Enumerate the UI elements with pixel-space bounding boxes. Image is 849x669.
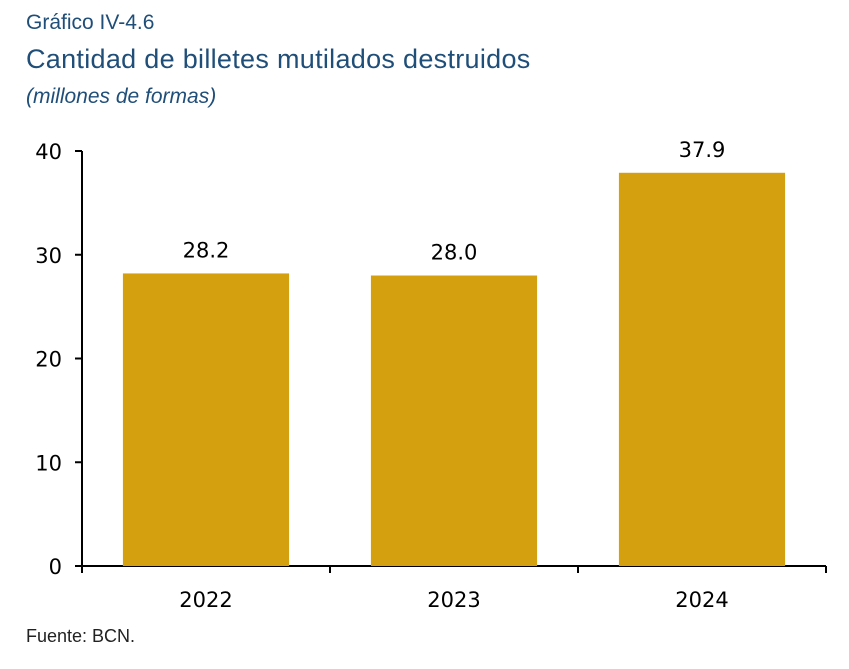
source-note: Fuente: BCN. bbox=[26, 626, 136, 646]
chart-title: Cantidad de billetes mutilados destruido… bbox=[26, 44, 531, 74]
chart-label: Gráfico IV-4.6 bbox=[26, 11, 155, 34]
x-axis: 2022 2023 2024 bbox=[81, 565, 827, 612]
x-tick-label-2024: 2024 bbox=[675, 588, 728, 612]
data-label-2024: 37.9 bbox=[679, 138, 726, 162]
chart-header: Gráfico IV-4.6 Cantidad de billetes muti… bbox=[26, 10, 829, 110]
y-tick-label: 10 bbox=[35, 451, 62, 475]
chart-subtitle: (millones de formas) bbox=[26, 85, 217, 108]
x-tick-label-2023: 2023 bbox=[427, 588, 480, 612]
y-tick-label: 0 bbox=[49, 555, 62, 579]
x-tick-label-2022: 2022 bbox=[179, 588, 232, 612]
data-label-2022: 28.2 bbox=[183, 238, 230, 262]
bar-2024 bbox=[618, 172, 786, 566]
y-tick-label: 40 bbox=[35, 140, 62, 164]
data-label-2023: 28.0 bbox=[431, 241, 478, 265]
bar-2022 bbox=[122, 273, 290, 566]
y-tick-label: 20 bbox=[35, 348, 62, 372]
y-tick-label: 30 bbox=[35, 244, 62, 268]
bar-2023 bbox=[370, 275, 538, 566]
data-labels: 28.2 28.0 37.9 bbox=[183, 138, 726, 265]
bars bbox=[122, 172, 786, 566]
y-axis: 0 10 20 30 40 bbox=[35, 140, 83, 579]
